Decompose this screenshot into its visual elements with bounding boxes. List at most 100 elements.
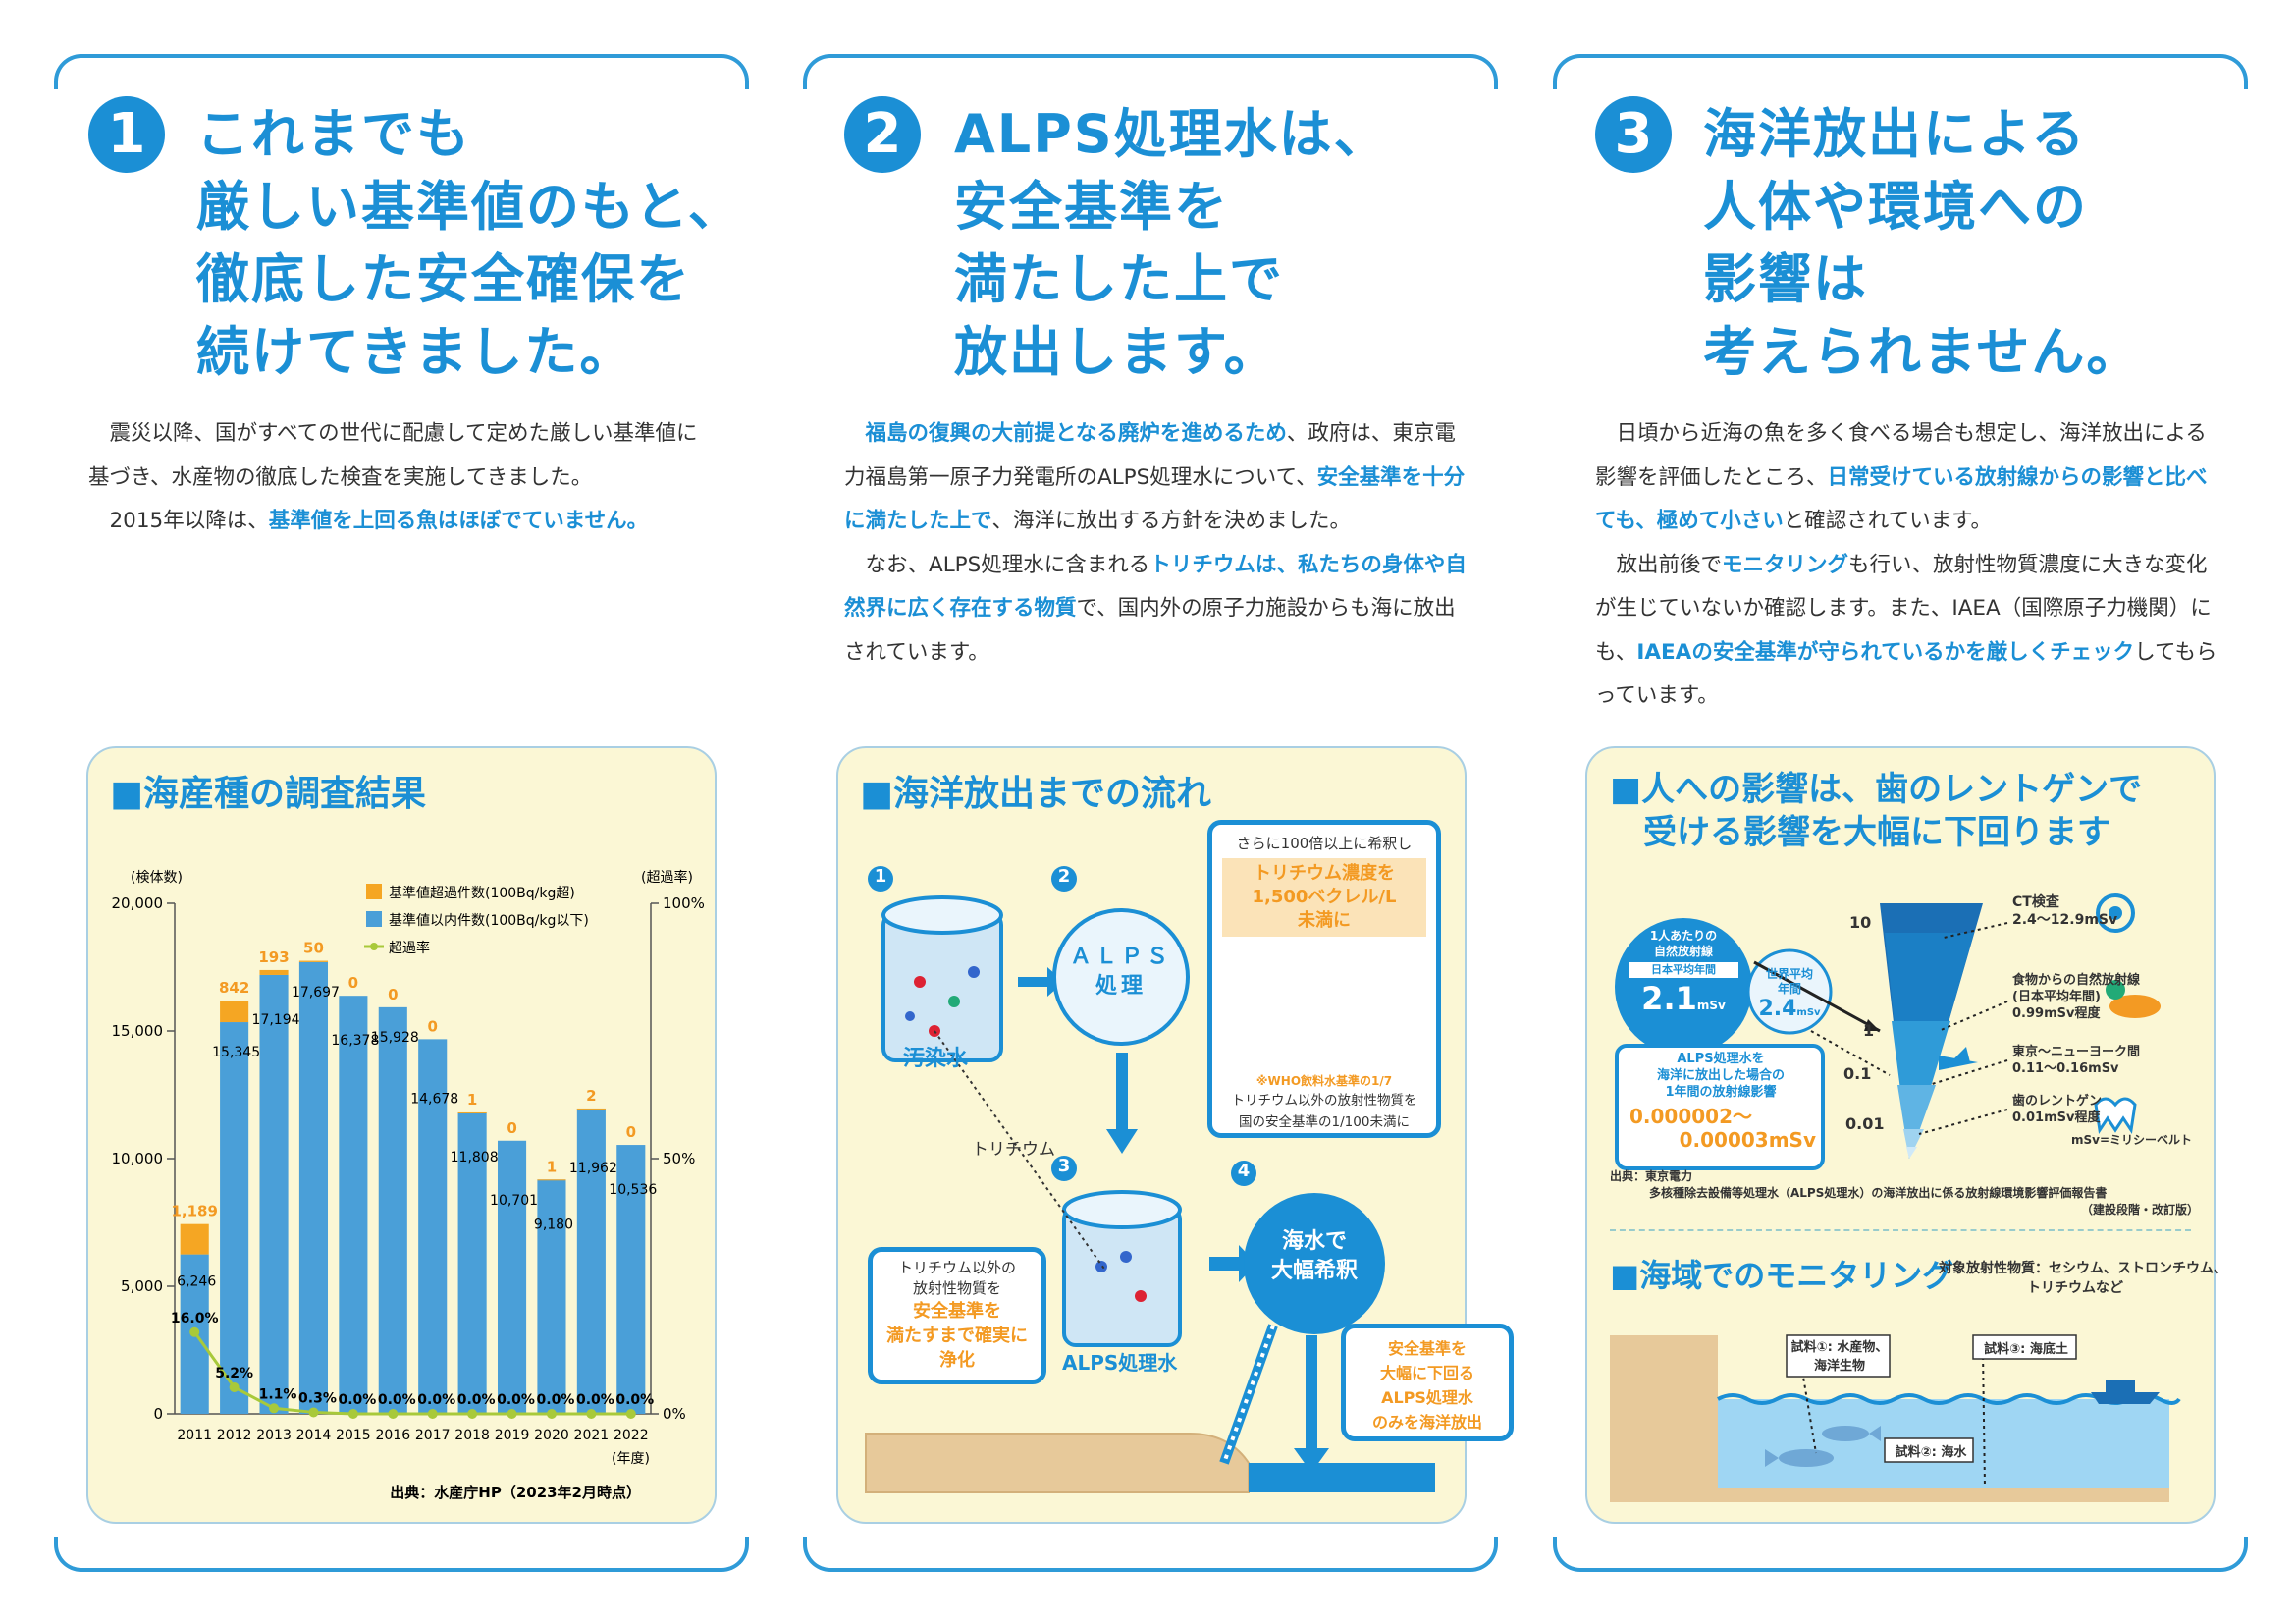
section-body-2: 福島の復興の大前提となる廃炉を進めるため、政府は、東京電力福島第一原子力発電所の…: [844, 421, 1467, 665]
sample-3-label: 試料③: 海底土: [1984, 1342, 2068, 1357]
rate-label: 0.0%: [457, 1392, 496, 1408]
section-body-1: 震災以降、国がすべての世代に配慮して定めた厳しい基準値に基づき、水産物の徹底した…: [88, 421, 698, 533]
step-2-label: 2: [1057, 866, 1071, 887]
section-number-1: 1: [88, 96, 165, 173]
release-box: 安全基準を 大幅に下回る ALPS処理水 のみを海洋放出: [1341, 1324, 1514, 1441]
rate-point: [189, 1326, 200, 1337]
legend-swatch: [366, 911, 382, 927]
y-tick-label: 5,000: [121, 1277, 163, 1295]
scale-0-1: 0.1: [1843, 1064, 1872, 1083]
monitoring-diagram: [1610, 1334, 2181, 1502]
food-label: 食物からの自然放射線 (日本平均年間) 0.99mSv程度: [2012, 973, 2141, 1021]
rate-point: [625, 1409, 636, 1419]
bar-exceed: [180, 1223, 209, 1255]
bar-within-limit: [457, 1111, 487, 1414]
within-label: 17,697: [292, 985, 340, 1001]
legend-label: 超過率: [389, 940, 430, 956]
flight-label: 東京〜ニューヨーク間 0.11〜0.16mSv: [2012, 1045, 2141, 1076]
bar-exceed: [259, 969, 289, 975]
monitoring-targets: 対象放射性物質：セシウム、ストロンチウム、 トリチウムなど: [1939, 1261, 2227, 1296]
x-tick-label: 2021: [574, 1428, 610, 1443]
rate-label: 0.0%: [497, 1392, 535, 1408]
x-tick-label: 2022: [614, 1428, 649, 1443]
x-tick-label: 2013: [256, 1428, 292, 1443]
bar-exceed: [457, 1111, 487, 1113]
step-3-label: 3: [1057, 1156, 1071, 1176]
rate-label: 0.3%: [298, 1390, 337, 1406]
legend-label: 基準値超過件数(100Bq/kg超): [389, 885, 575, 901]
x-tick-label: 2012: [217, 1428, 252, 1443]
y-tick-label: 10,000: [112, 1150, 164, 1167]
bar-within-limit: [497, 1140, 527, 1414]
legend-label: 基準値以内件数(100Bq/kg以下): [389, 912, 589, 929]
dose-title: ■人への影響は、歯のレントゲンで 受ける影響を大幅に下回ります: [1610, 770, 2143, 852]
bar-within-limit: [298, 961, 329, 1414]
flow-title: ■海洋放出までの流れ: [860, 774, 1212, 814]
rate-label: 0.0%: [417, 1392, 455, 1408]
within-label: 9,180: [534, 1217, 573, 1232]
y2-tick-label: 50%: [663, 1150, 695, 1167]
msv-note: mSv=ミリシーベルト: [2071, 1133, 2193, 1147]
who-note: ※WHO飲料水基準の1/7: [1255, 1074, 1393, 1088]
bar-exceed: [298, 960, 329, 962]
x-tick-label: 2016: [375, 1428, 410, 1443]
step-4-label: 4: [1237, 1161, 1251, 1181]
section-heading-3: 海洋放出による 人体や環境への 影響は 考えられません。: [1703, 103, 2142, 383]
frame-bottom-3: [1553, 1537, 2248, 1572]
frame-top-3: [1553, 54, 2248, 89]
exceed-label: 1,189: [171, 1203, 217, 1220]
ship-icon: [2091, 1380, 2160, 1404]
rate-label: 0.0%: [378, 1392, 416, 1408]
exceed-label: 842: [219, 979, 249, 997]
within-label: 11,962: [569, 1161, 617, 1176]
within-label: 6,246: [177, 1274, 216, 1290]
x-tick-label: 2017: [415, 1428, 451, 1443]
rate-point: [388, 1409, 399, 1419]
exceed-label: 0: [626, 1123, 636, 1141]
bar-within-limit: [537, 1179, 566, 1414]
scale-10: 10: [1849, 913, 1872, 932]
alps-process-label: ＡＬＰＳ 処理: [1069, 945, 1172, 999]
natural-radiation-circle: 1人あたりの 自然放射線 日本平均年間 2.1mSv: [1615, 928, 1752, 1016]
bar-within-limit: [220, 1022, 249, 1414]
step-1-label: 1: [874, 866, 887, 887]
dental-label: 歯のレントゲン 0.01mSv程度: [2012, 1094, 2103, 1125]
exceed-label: 0: [388, 986, 398, 1003]
dilute-label: 海水で 大幅希釈: [1270, 1229, 1358, 1283]
purify-box: トリチウム以外の 放射性物質を 安全基準を 満たすまで確実に 浄化: [868, 1247, 1046, 1384]
x-tick-label: 2011: [177, 1428, 212, 1443]
y-tick-label: 0: [153, 1405, 163, 1423]
rate-label: 5.2%: [215, 1366, 253, 1381]
y2-tick-label: 0%: [663, 1405, 686, 1423]
airplane-icon: [1939, 1047, 1978, 1070]
section-body-3: 日頃から近海の魚を多く食べる場合も想定し、海洋放出による影響を評価したところ、日…: [1595, 421, 2217, 708]
dilution-callout: さらに100倍以上に希釈し トリチウム濃度を 1,500ベクレル/L 未満に: [1207, 820, 1441, 1138]
rate-label: 1.1%: [259, 1386, 297, 1402]
legend-marker: [370, 943, 378, 950]
bar-within-limit: [339, 996, 368, 1414]
frame-top-1: [54, 54, 749, 89]
y-axis-label: (検体数): [131, 870, 183, 886]
bar-exceed: [537, 1179, 566, 1181]
y2-axis-label: (超過率): [641, 869, 693, 886]
within-label: 10,536: [609, 1182, 657, 1198]
x-tick-label: 2020: [534, 1428, 569, 1443]
ct-label: CT検査 2.4〜12.9mSv: [2012, 894, 2118, 928]
world-average-circle: 世界平均 年間 2.4mSv: [1758, 967, 1821, 1021]
exceed-label: 50: [303, 940, 324, 957]
fish-icon: [1765, 1449, 1834, 1467]
rate-label: 0.0%: [338, 1392, 376, 1408]
chart-title: ■海産種の調査結果: [110, 774, 427, 814]
within-label: 14,678: [410, 1091, 458, 1107]
within-label: 16,378: [331, 1033, 379, 1049]
within-label: 15,345: [212, 1045, 260, 1060]
alps-water-label: ALPS処理水: [1062, 1351, 1178, 1375]
y2-tick-label: 100%: [663, 894, 705, 912]
chart-source: 出典：水産庁HP（2023年2月時点）: [390, 1484, 641, 1501]
bar-within-limit: [378, 1006, 407, 1414]
x-tick-label: 2015: [336, 1428, 371, 1443]
section-number-3: 3: [1595, 96, 1672, 173]
seafood-survey-chart: 0 5,000 10,000 15,000 20,000 0% 50% 100% (検体数) (超…: [112, 869, 705, 1501]
bar-within-limit: [616, 1145, 646, 1414]
section-heading-2: ALPS処理水は、 安全基準を 満たした上で 放出します。: [954, 103, 1389, 383]
